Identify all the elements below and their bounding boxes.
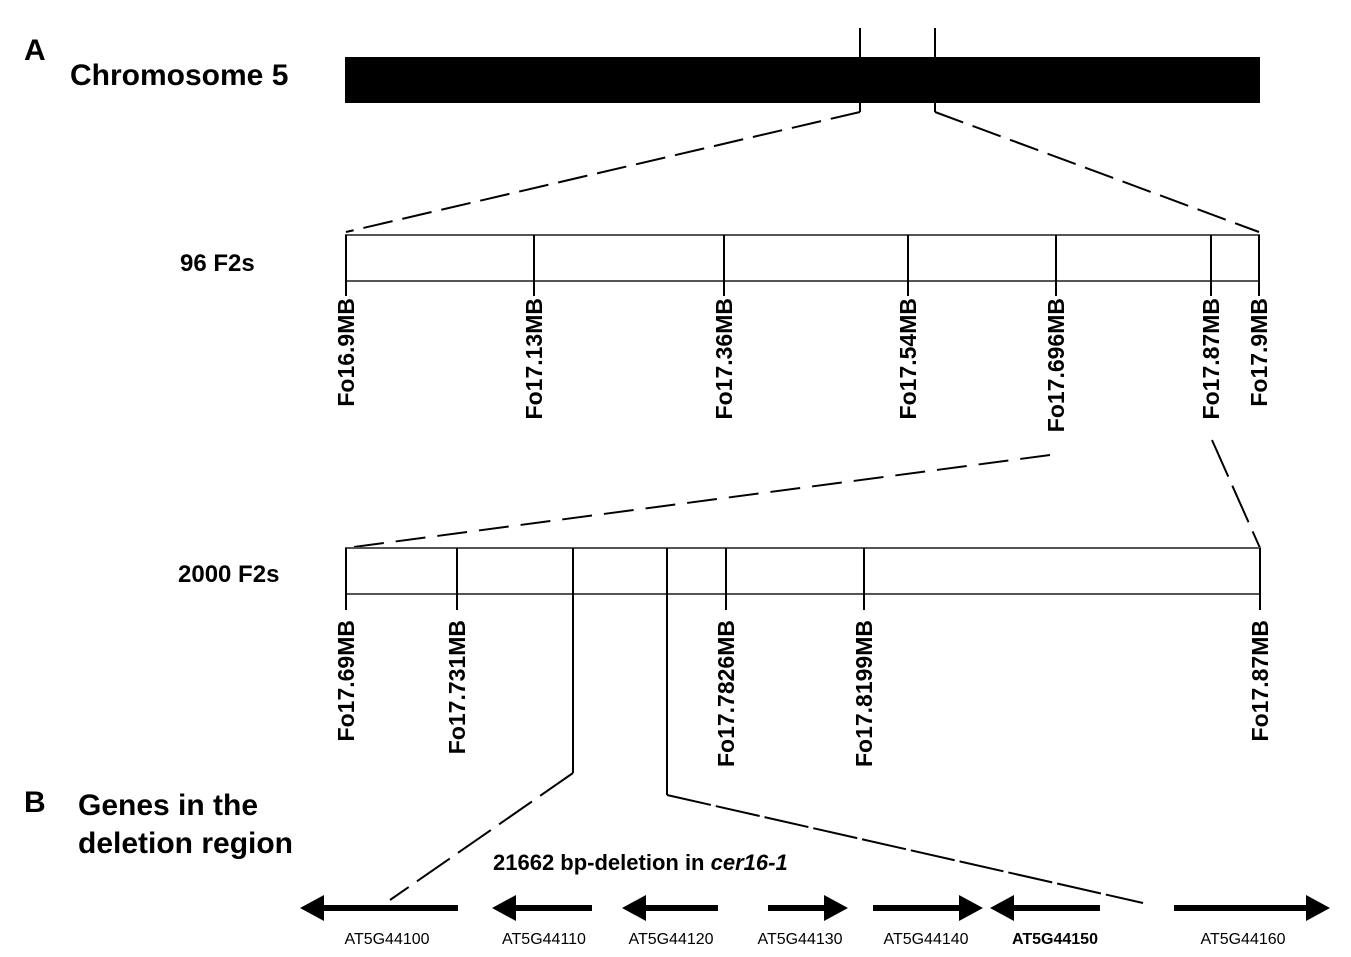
chromosome-bar	[345, 57, 1260, 103]
marker-label: Fo17.54MB	[895, 298, 921, 419]
gene-arrow-left	[492, 895, 592, 921]
gene-track: AT5G44100 AT5G44110 AT5G44120 AT5G44130 AT5G…	[300, 895, 1330, 948]
panel-b-letter: B	[24, 786, 46, 819]
coarse-map-bar	[345, 234, 1260, 282]
zoom-line	[345, 454, 1051, 549]
gene-label: AT5G44140	[883, 931, 968, 948]
deletion-allele: cer16-1	[711, 850, 788, 875]
marker-label: Fo16.9MB	[333, 298, 359, 407]
zoom-line	[345, 111, 861, 233]
panel-a-letter: A	[24, 34, 46, 67]
gene-arrow-right	[768, 895, 848, 921]
marker-label: Fo17.731MB	[444, 620, 470, 754]
chromosome-label: Chromosome 5	[70, 59, 288, 92]
marker-label: Fo17.13MB	[521, 298, 547, 419]
fine-map-bar	[345, 547, 1261, 595]
gene-label: AT5G44120	[628, 931, 713, 948]
marker-label: Fo17.87MB	[1247, 620, 1273, 741]
marker-label: Fo17.69MB	[333, 620, 359, 741]
gene-label: AT5G44110	[502, 931, 586, 948]
marker-label: Fo17.36MB	[711, 298, 737, 419]
marker-label: Fo17.9MB	[1246, 298, 1272, 407]
panel-b-title-line1: Genes in the	[78, 789, 258, 822]
gene-arrow-left	[622, 895, 718, 921]
deletion-line	[389, 772, 574, 901]
deletion-caption-text: 21662 bp-deletion in	[493, 850, 711, 875]
gene-arrow-left	[990, 895, 1100, 921]
coarse-markers: Fo16.9MB Fo17.13MB Fo17.36MB Fo17.54MB Fo17.…	[333, 235, 1272, 432]
fine-map-label: 2000 F2s	[178, 561, 279, 588]
gene-arrow-right	[873, 895, 983, 921]
gene-arrow-right	[1174, 895, 1330, 921]
gene-label: AT5G44130	[757, 931, 842, 948]
coarse-map-label: 96 F2s	[180, 250, 255, 277]
gene-label: AT5G44100	[344, 931, 429, 948]
panel-b-title-line2: deletion region	[78, 827, 293, 860]
zoom-line	[934, 111, 1260, 233]
marker-label: Fo17.7826MB	[713, 620, 739, 767]
deletion-line	[666, 794, 1144, 904]
fine-markers: Fo17.69MB Fo17.731MB Fo17.7826MB Fo17.8199M…	[333, 548, 1273, 767]
gene-arrow-left	[300, 895, 458, 921]
marker-label: Fo17.8199MB	[851, 620, 877, 767]
gene-label: AT5G44160	[1200, 931, 1285, 948]
deletion-caption: 21662 bp-deletion in cer16-1	[493, 850, 788, 875]
marker-label: Fo17.87MB	[1198, 298, 1224, 419]
marker-label: Fo17.696MB	[1043, 298, 1069, 432]
gene-label: AT5G44150	[1012, 931, 1098, 948]
zoom-line	[1211, 439, 1261, 549]
